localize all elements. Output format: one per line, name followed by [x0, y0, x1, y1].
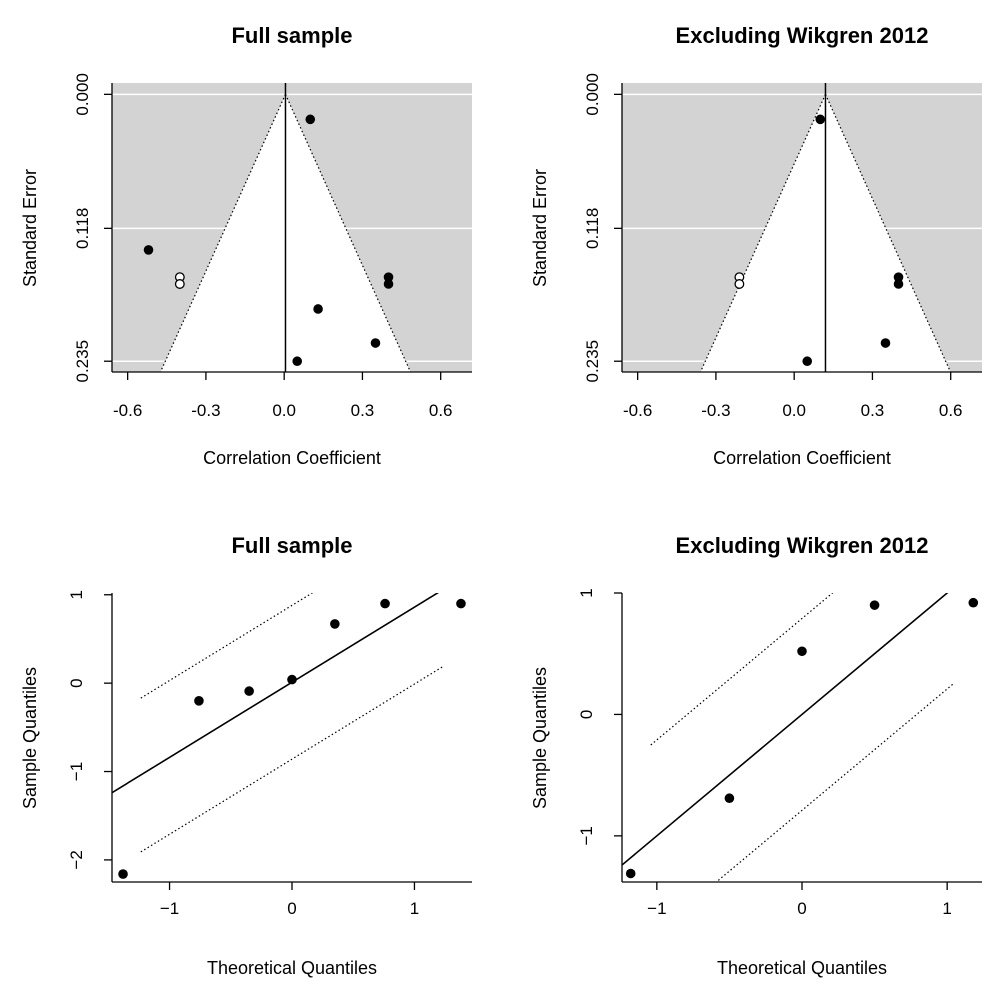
upper-confidence-band [140, 593, 314, 699]
quantile-point [797, 646, 807, 657]
observed-point [383, 272, 394, 282]
imputed-point [174, 279, 185, 289]
x-tick-label: -0.6 [113, 401, 142, 420]
x-tick-label: −1 [160, 899, 179, 918]
panel-title: Full sample [231, 533, 352, 558]
y-tick-label: 0 [577, 710, 596, 719]
funnel-left-edge [159, 94, 287, 372]
observed-point [893, 272, 904, 282]
plot-area [112, 83, 472, 372]
x-tick-label: −1 [647, 899, 666, 918]
quantile-point [724, 793, 735, 804]
y-axis-label: Sample Quantiles [530, 667, 550, 809]
quantile-point [869, 600, 880, 610]
x-tick-label: 0 [797, 899, 806, 918]
quantile-point [244, 686, 254, 696]
imputed-point [734, 279, 745, 289]
funnel-excl-panel: Excluding Wikgren 2012 Correlation Coeff… [530, 23, 982, 468]
observed-point [893, 279, 904, 289]
y-axis-label: Standard Error [20, 169, 40, 287]
x-tick-label: -0.3 [191, 401, 220, 420]
quantile-point [194, 696, 204, 706]
quantile-point [456, 598, 466, 609]
upper-confidence-band [650, 593, 834, 746]
observed-point [383, 279, 394, 289]
y-tick-label: 0.118 [73, 208, 92, 249]
y-tick-label: 0.235 [583, 340, 602, 383]
observed-point [143, 245, 154, 255]
y-tick-label: 1 [577, 588, 596, 597]
y-axis-label: Sample Quantiles [20, 667, 40, 809]
x-tick-label: -0.3 [701, 401, 730, 420]
funnel-right-edge [824, 94, 952, 372]
quantile-point [968, 597, 979, 608]
quantile-point [380, 598, 390, 609]
lower-confidence-band [140, 665, 444, 853]
x-tick-label: 0.6 [939, 401, 963, 420]
lower-confidence-band [715, 683, 954, 882]
funnel-left-edge [699, 94, 827, 372]
x-axis-label: Correlation Coefficient [713, 448, 891, 468]
y-tick-label: 1 [67, 590, 86, 599]
x-tick-label: 0.6 [429, 401, 453, 420]
quantile-point [330, 619, 340, 629]
panel-title: Full sample [231, 23, 352, 48]
observed-point [802, 356, 813, 367]
observed-point [313, 304, 323, 314]
x-tick-label: 0.0 [782, 401, 806, 420]
qq-excl-panel: Excluding Wikgren 2012 Theoretical Quant… [530, 533, 982, 978]
x-tick-label: 0.3 [861, 401, 885, 420]
quantile-point [625, 868, 636, 879]
y-tick-label: −1 [577, 826, 596, 845]
plot-area [622, 593, 979, 882]
x-axis-label: Correlation Coefficient [203, 448, 381, 468]
x-tick-label: 0 [287, 899, 296, 918]
x-tick-label: 0.0 [272, 401, 296, 420]
x-tick-label: -0.6 [623, 401, 652, 420]
panel-title: Excluding Wikgren 2012 [676, 23, 929, 48]
observed-point [815, 114, 826, 125]
y-tick-label: 0.235 [73, 340, 92, 383]
observed-point [880, 338, 891, 348]
y-tick-label: 0 [67, 678, 86, 687]
x-tick-label: 1 [942, 899, 951, 918]
y-tick-label: −1 [67, 762, 86, 781]
observed-point [370, 338, 381, 348]
panel-title: Excluding Wikgren 2012 [676, 533, 929, 558]
y-tick-label: −2 [67, 850, 86, 869]
plot-area [112, 593, 466, 879]
x-axis-label: Theoretical Quantiles [717, 958, 887, 978]
y-tick-label: 0.000 [73, 73, 92, 116]
quantile-point [118, 869, 128, 879]
qq-full-panel: Full sample Theoretical Quantiles Sample… [20, 533, 472, 978]
reference-line [622, 593, 949, 866]
quantile-point [287, 674, 297, 685]
plot-area [622, 83, 982, 372]
observed-point [292, 356, 303, 367]
x-tick-label: 1 [410, 899, 419, 918]
x-axis-label: Theoretical Quantiles [207, 958, 377, 978]
funnel-full-panel: Full sample Correlation Coefficient Stan… [20, 23, 472, 468]
y-tick-label: 0.118 [583, 208, 602, 249]
y-tick-label: 0.000 [583, 73, 602, 116]
observed-point [305, 114, 316, 125]
y-axis-label: Standard Error [530, 169, 550, 287]
funnel-right-edge [284, 94, 412, 372]
x-tick-label: 0.3 [351, 401, 375, 420]
